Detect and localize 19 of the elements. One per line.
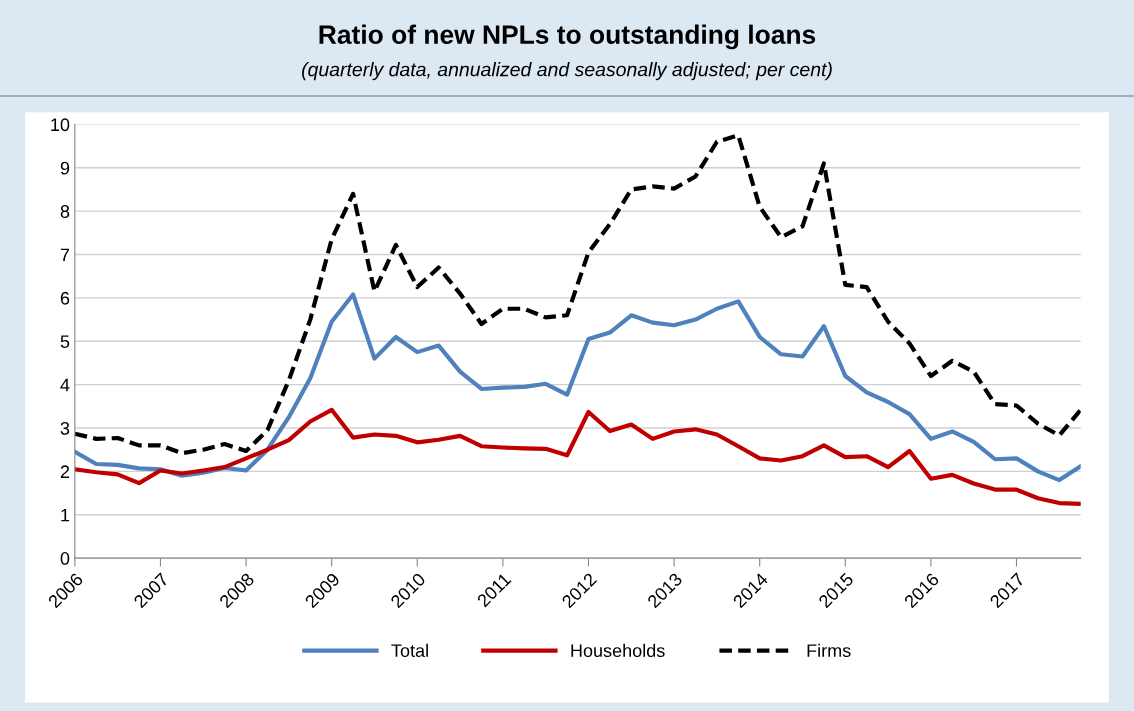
line-series <box>74 292 1081 483</box>
y-tick-label: 9 <box>60 161 70 175</box>
line-series <box>74 407 1081 507</box>
y-tick-label: 1 <box>61 508 70 522</box>
chart-subtitle: (quarterly data, annualized and seasonally adjusted; per cent) <box>302 62 832 81</box>
legend-label: Firms <box>807 643 851 658</box>
line-series <box>74 133 1081 456</box>
y-tick-label: 10 <box>51 118 70 132</box>
legend-label: Households <box>571 643 665 658</box>
y-tick-label: 4 <box>60 378 70 392</box>
y-tick-label: 6 <box>60 291 70 305</box>
y-tick-label: 3 <box>60 421 70 435</box>
y-tick-label: 0 <box>60 552 70 565</box>
y-tick-label: 7 <box>60 248 70 262</box>
chart-title: Ratio of new NPLs to outstanding loans <box>319 24 816 50</box>
legend-label: Total <box>391 643 428 658</box>
y-tick-label: 5 <box>60 335 70 348</box>
y-tick-label: 2 <box>60 465 70 478</box>
y-tick-label: 8 <box>60 205 70 218</box>
